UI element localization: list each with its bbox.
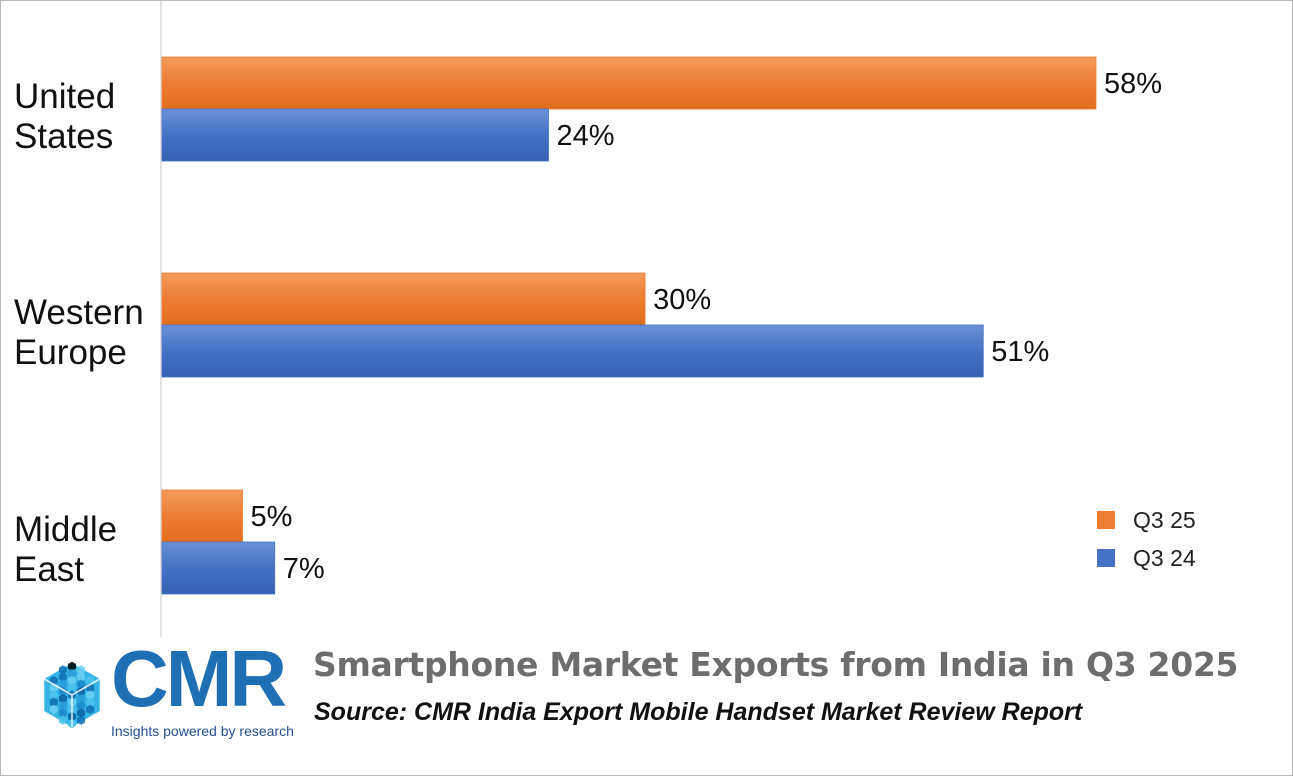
data-label: 24% (556, 120, 614, 152)
cube-mosaic-icon (43, 661, 101, 729)
logo-tagline: Insights powered by research (111, 723, 294, 739)
category-label: United States (14, 77, 115, 156)
category-label: Western Europe (14, 293, 144, 372)
logo-wordmark: CMR (111, 634, 287, 723)
bar-q3-25 (161, 272, 646, 326)
data-label: 5% (251, 501, 293, 533)
data-label: 58% (1104, 68, 1162, 100)
chart-source: Source: CMR India Export Mobile Handset … (314, 698, 1083, 726)
category-label: Middle East (14, 510, 117, 589)
data-label: 30% (653, 284, 711, 316)
chart-title: Smartphone Market Exports from India in … (313, 645, 1239, 684)
data-label: 51% (991, 336, 1049, 368)
bar-q3-25 (161, 489, 243, 543)
legend-label: Q3 24 (1133, 545, 1196, 571)
legend: Q3 25 Q3 24 (1097, 507, 1196, 571)
cmr-logo: CMR Insights powered by research (39, 639, 299, 743)
value-labels: 58% 24% 30% 51% 5% 7% (251, 68, 1163, 585)
bars (161, 56, 1097, 595)
legend-swatch (1097, 511, 1115, 529)
category-labels: United States Western Europe Middle East (14, 77, 144, 589)
bar-q3-25 (161, 56, 1097, 110)
legend-label: Q3 25 (1133, 507, 1196, 533)
bar-q3-24 (161, 108, 549, 162)
bar-chart: United States Western Europe Middle East 58% 2… (14, 1, 1196, 637)
legend-swatch (1097, 549, 1115, 567)
data-label: 7% (283, 553, 325, 585)
bar-q3-24 (161, 324, 984, 378)
bar-q3-24 (161, 541, 276, 595)
